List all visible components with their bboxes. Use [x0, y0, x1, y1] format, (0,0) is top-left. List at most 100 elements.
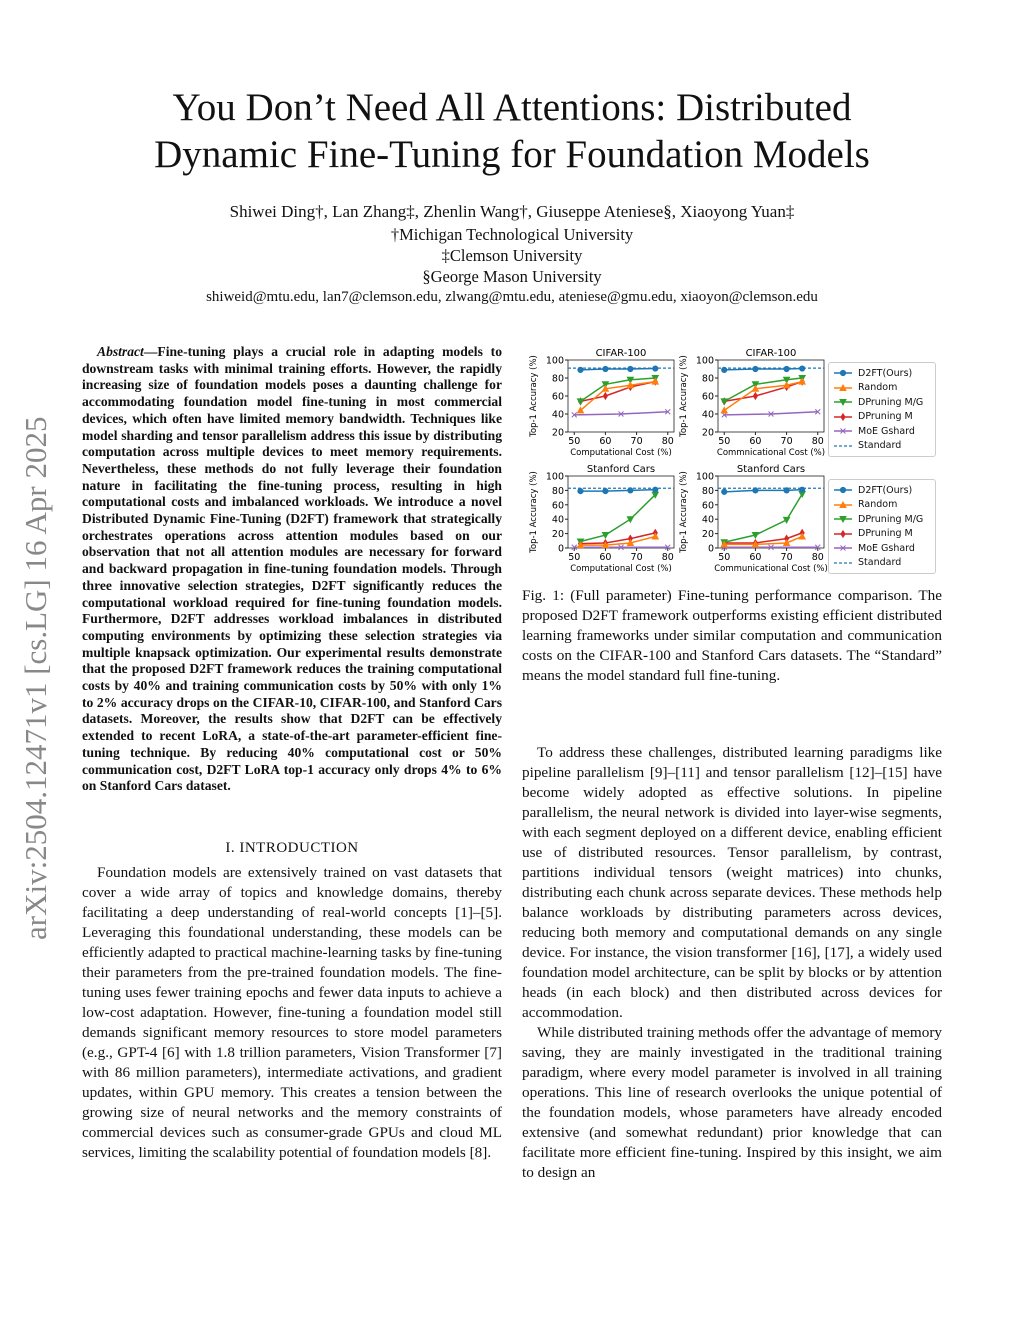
data-point: [768, 411, 774, 417]
series-line: [724, 493, 803, 543]
y-tick-label: 80: [702, 486, 714, 497]
series-dpruning-m-g: [720, 491, 807, 547]
legend-swatch: [834, 487, 852, 494]
series-moe-gshard: [571, 408, 671, 418]
data-point: [626, 381, 635, 389]
y-tick-label: 80: [552, 374, 564, 385]
legend-marker: [839, 487, 847, 494]
x-axis-label: Computational Cost (%): [570, 448, 672, 458]
abstract-label: Abstract: [97, 344, 144, 359]
paper-title: You Don’t Need All Attentions: Distribut…: [0, 84, 1024, 178]
paragraph: While distributed training methods offer…: [522, 1024, 942, 1181]
y-tick-label: 100: [546, 356, 564, 367]
data-point: [601, 381, 610, 389]
chart-title: CIFAR-100: [596, 348, 647, 359]
series-d2ft-ours-: [577, 365, 659, 373]
data-point: [618, 411, 624, 417]
x-tick-label: 80: [662, 436, 674, 447]
series-line: [579, 380, 656, 411]
data-point: [751, 384, 760, 392]
data-point: [721, 366, 728, 373]
y-tick-label: 100: [546, 472, 564, 483]
x-tick-label: 50: [568, 552, 580, 563]
legend-label: DPruning M: [858, 411, 913, 423]
affiliation: ‡Clemson University: [441, 246, 583, 265]
legend-marker: [839, 370, 847, 377]
series-line: [580, 380, 656, 403]
y-tick-label: 60: [702, 392, 714, 403]
legend-item: DPruning M: [833, 410, 931, 425]
data-point: [798, 532, 807, 540]
data-point: [576, 406, 585, 414]
x-tick-label: 50: [568, 436, 580, 447]
data-point: [651, 377, 660, 385]
x-tick-label: 70: [781, 436, 793, 447]
legend-item: DPruning M: [833, 527, 931, 542]
legend-item: MoE Gshard: [833, 424, 931, 439]
data-point: [576, 398, 585, 406]
legend-item: Standard: [833, 439, 931, 454]
data-point: [601, 384, 610, 392]
y-tick-label: 20: [552, 529, 564, 540]
y-tick-label: 80: [702, 374, 714, 385]
legend-item: D2FT(Ours): [833, 483, 931, 498]
legend-label: Random: [858, 382, 898, 394]
legend-swatch: [834, 500, 852, 508]
legend-swatch: [834, 428, 852, 435]
legend-marker: [840, 529, 846, 538]
data-point: [783, 365, 790, 373]
series-line: [724, 535, 803, 546]
legend-label: Standard: [858, 440, 902, 452]
affiliation: †Michigan Technological University: [390, 225, 634, 244]
series-line: [723, 377, 803, 403]
paragraph: To address these challenges, distributed…: [522, 744, 942, 1021]
legend-swatch: [834, 412, 852, 421]
x-tick-label: 60: [599, 436, 611, 447]
y-tick-label: 40: [702, 515, 714, 526]
section-heading: I. INTRODUCTION: [225, 840, 359, 856]
legend-label: Random: [858, 499, 898, 511]
data-point: [602, 488, 609, 495]
x-tick-label: 60: [749, 436, 761, 447]
data-point: [627, 487, 634, 494]
y-tick-label: 20: [702, 428, 714, 439]
legend-marker: [839, 516, 847, 524]
data-point: [601, 541, 610, 549]
x-tick-label: 60: [749, 552, 761, 563]
legend-label: DPruning M/G: [858, 396, 924, 408]
data-point: [601, 532, 610, 540]
paragraph: Foundation models are extensively traine…: [82, 864, 502, 1161]
data-point: [627, 365, 634, 373]
series-random: [576, 532, 660, 549]
legend-label: D2FT(Ours): [858, 367, 913, 379]
data-point: [576, 541, 585, 549]
legend-label: MoE Gshard: [858, 425, 915, 437]
y-axis-label: Top-1 Accuracy (%): [679, 355, 689, 438]
legend-item: Random: [833, 498, 931, 513]
data-point: [814, 544, 821, 551]
legend-label: MoE Gshard: [858, 542, 915, 554]
series-line: [580, 494, 656, 543]
data-point: [626, 516, 635, 524]
chart-stanford-communication: Stanford Cars 50 60 70 80 0 20 40 60 80 100 Communi…: [679, 464, 828, 574]
data-point: [751, 540, 760, 548]
chart-title: CIFAR-100: [746, 348, 797, 359]
y-tick-label: 60: [552, 392, 564, 403]
chart-legend: D2FT(Ours) Random DPruning M/G DPruning M Mo…: [828, 479, 936, 574]
legend-label: DPruning M: [858, 528, 913, 540]
x-tick-label: 50: [718, 436, 730, 447]
data-point: [571, 544, 578, 551]
title-line: Dynamic Fine-Tuning for Foundation Model…: [154, 133, 870, 176]
y-axis-label: Top-1 Accuracy (%): [529, 355, 539, 438]
data-point: [799, 365, 806, 372]
data-point: [814, 408, 821, 415]
legend-item: DPruning M/G: [833, 512, 931, 527]
affiliation: §George Mason University: [422, 267, 602, 286]
y-tick-label: 100: [696, 356, 714, 367]
plot-frame: [717, 475, 825, 549]
legend-item: DPruning M/G: [833, 395, 931, 410]
series-dpruning-m-g: [720, 375, 807, 406]
data-point: [602, 391, 609, 401]
y-tick-label: 60: [702, 500, 714, 511]
series-dpruning-m-g: [576, 491, 660, 546]
